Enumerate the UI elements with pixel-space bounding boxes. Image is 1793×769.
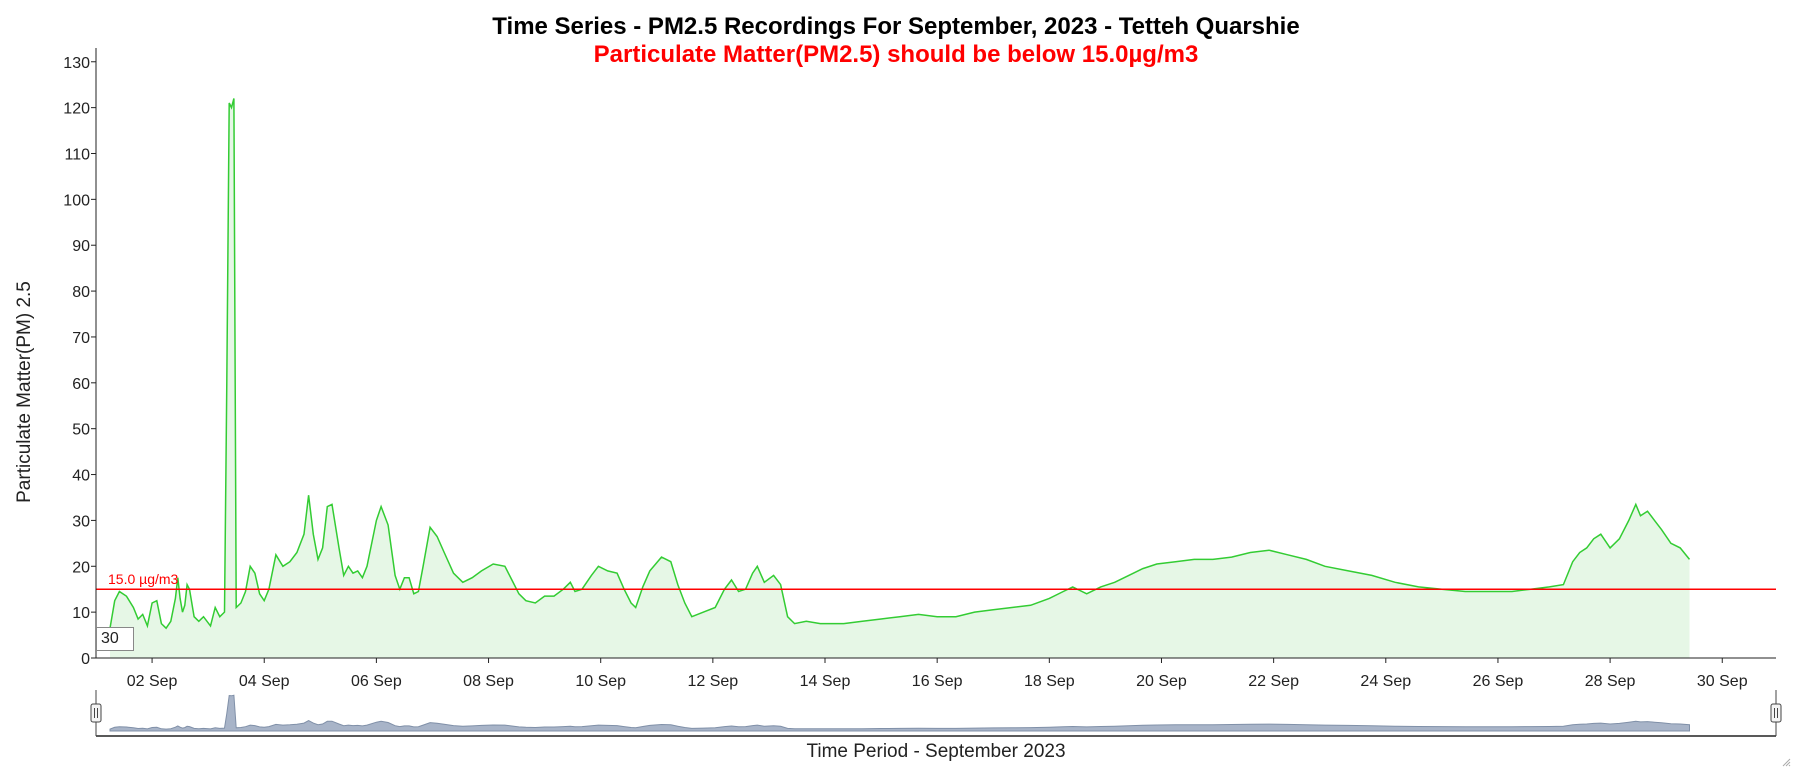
x-tick-label: 22 Sep — [1248, 673, 1299, 690]
threshold-label: 15.0 µg/m3 — [108, 571, 179, 587]
handle-grip[interactable] — [90, 703, 102, 723]
x-tick-label: 18 Sep — [1024, 673, 1075, 690]
x-tick-label: 26 Sep — [1473, 673, 1524, 690]
x-tick-label: 04 Sep — [239, 673, 290, 690]
x-tick-label: 12 Sep — [687, 673, 738, 690]
x-tick-label: 30 Sep — [1697, 673, 1748, 690]
pm25-area-fill — [110, 98, 1690, 658]
resize-grip-icon[interactable] — [1781, 757, 1791, 767]
y-tick-label: 50 — [72, 422, 90, 439]
y-tick-label: 20 — [72, 559, 90, 576]
y-axis-ticks: 0 10 20 30 40 50 60 70 80 90 100 110 120 130 — [63, 55, 96, 668]
x-tick-label: 02 Sep — [127, 673, 178, 690]
y-tick-label: 40 — [72, 468, 90, 485]
y-tick-label: 90 — [72, 238, 90, 255]
y-tick-label: 0 — [81, 651, 90, 668]
x-tick-label: 24 Sep — [1360, 673, 1411, 690]
y-tick-label: 120 — [63, 101, 90, 118]
x-axis-title: Time Period - September 2023 — [806, 741, 1065, 762]
x-tick-label: 10 Sep — [575, 673, 626, 690]
y-tick-label: 80 — [72, 284, 90, 301]
y-tick-label: 130 — [63, 55, 90, 72]
navigator-handle-right[interactable] — [1770, 690, 1782, 736]
pm25-series-line — [109, 98, 1691, 630]
x-axis-ticks: 02 Sep 04 Sep 06 Sep 08 Sep 10 Sep 12 Sep 14 S… — [127, 658, 1748, 690]
y-tick-label: 60 — [72, 376, 90, 393]
x-tick-label: 08 Sep — [463, 673, 514, 690]
y-tick-label: 110 — [64, 146, 90, 163]
y-axis-title: Particulate Matter(PM) 2.5 — [14, 281, 35, 503]
y-tick-label: 30 — [72, 513, 90, 530]
range-value-input[interactable]: 30 — [96, 627, 134, 651]
x-tick-label: 20 Sep — [1136, 673, 1187, 690]
handle-grip[interactable] — [1770, 703, 1782, 723]
chart-title: Time Series - PM2.5 Recordings For Septe… — [492, 13, 1299, 40]
x-tick-label: 28 Sep — [1585, 673, 1636, 690]
range-navigator[interactable] — [90, 690, 1782, 737]
x-tick-label: 16 Sep — [912, 673, 963, 690]
y-tick-label: 100 — [63, 192, 90, 209]
x-tick-label: 06 Sep — [351, 673, 402, 690]
navigator-handle-left[interactable] — [90, 690, 102, 736]
navigator-area — [109, 694, 1690, 732]
chart-subtitle: Particulate Matter(PM2.5) should be belo… — [594, 41, 1199, 68]
y-tick-label: 70 — [72, 330, 90, 347]
y-tick-label: 10 — [72, 605, 90, 622]
x-tick-label: 14 Sep — [800, 673, 851, 690]
